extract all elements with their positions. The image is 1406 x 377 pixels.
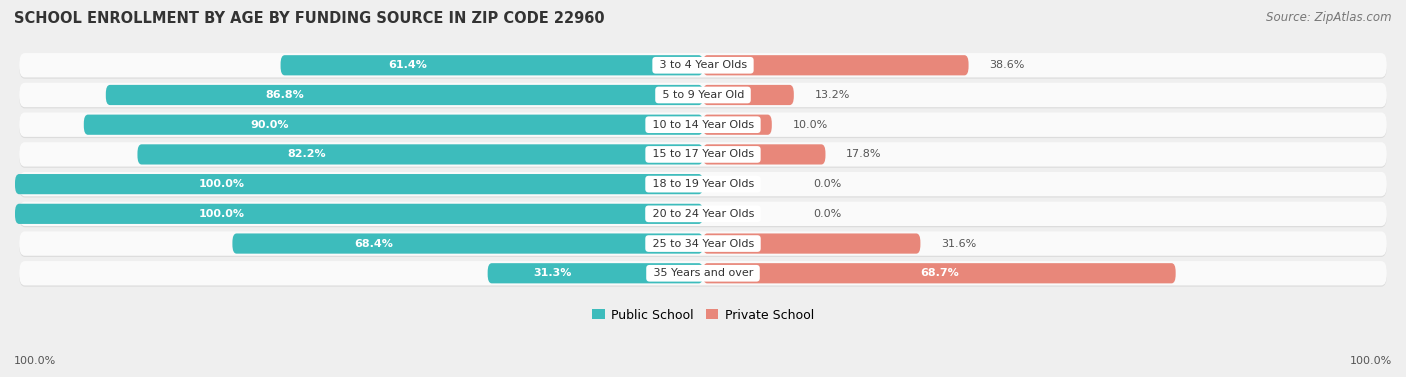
FancyBboxPatch shape: [281, 55, 703, 75]
Text: 100.0%: 100.0%: [14, 356, 56, 366]
FancyBboxPatch shape: [703, 144, 825, 164]
Text: 82.2%: 82.2%: [288, 149, 326, 159]
FancyBboxPatch shape: [20, 231, 1386, 256]
Text: 90.0%: 90.0%: [250, 120, 288, 130]
FancyBboxPatch shape: [20, 143, 1386, 168]
Text: 0.0%: 0.0%: [813, 179, 841, 189]
FancyBboxPatch shape: [15, 174, 703, 194]
FancyBboxPatch shape: [20, 53, 1386, 77]
FancyBboxPatch shape: [20, 202, 1386, 226]
Text: 61.4%: 61.4%: [388, 60, 427, 70]
FancyBboxPatch shape: [20, 84, 1386, 108]
FancyBboxPatch shape: [703, 233, 921, 254]
Legend: Public School, Private School: Public School, Private School: [588, 304, 818, 327]
FancyBboxPatch shape: [138, 144, 703, 164]
Text: Source: ZipAtlas.com: Source: ZipAtlas.com: [1267, 11, 1392, 24]
Text: 100.0%: 100.0%: [198, 179, 245, 189]
Text: 100.0%: 100.0%: [198, 209, 245, 219]
FancyBboxPatch shape: [20, 114, 1386, 138]
Text: 35 Years and over: 35 Years and over: [650, 268, 756, 278]
Text: 25 to 34 Year Olds: 25 to 34 Year Olds: [648, 239, 758, 248]
Text: 0.0%: 0.0%: [813, 209, 841, 219]
FancyBboxPatch shape: [20, 112, 1386, 137]
FancyBboxPatch shape: [20, 173, 1386, 198]
FancyBboxPatch shape: [84, 115, 703, 135]
FancyBboxPatch shape: [703, 115, 772, 135]
Text: 10 to 14 Year Olds: 10 to 14 Year Olds: [648, 120, 758, 130]
FancyBboxPatch shape: [20, 261, 1386, 285]
FancyBboxPatch shape: [105, 85, 703, 105]
Text: 5 to 9 Year Old: 5 to 9 Year Old: [658, 90, 748, 100]
Text: 86.8%: 86.8%: [266, 90, 304, 100]
Text: SCHOOL ENROLLMENT BY AGE BY FUNDING SOURCE IN ZIP CODE 22960: SCHOOL ENROLLMENT BY AGE BY FUNDING SOUR…: [14, 11, 605, 26]
FancyBboxPatch shape: [20, 172, 1386, 196]
Text: 13.2%: 13.2%: [814, 90, 849, 100]
FancyBboxPatch shape: [15, 204, 703, 224]
Text: 31.6%: 31.6%: [941, 239, 976, 248]
Text: 31.3%: 31.3%: [533, 268, 571, 278]
FancyBboxPatch shape: [703, 55, 969, 75]
Text: 68.7%: 68.7%: [920, 268, 959, 278]
FancyBboxPatch shape: [703, 263, 1175, 284]
FancyBboxPatch shape: [232, 233, 703, 254]
Text: 20 to 24 Year Olds: 20 to 24 Year Olds: [648, 209, 758, 219]
Text: 15 to 17 Year Olds: 15 to 17 Year Olds: [648, 149, 758, 159]
Text: 3 to 4 Year Olds: 3 to 4 Year Olds: [655, 60, 751, 70]
Text: 17.8%: 17.8%: [846, 149, 882, 159]
Text: 18 to 19 Year Olds: 18 to 19 Year Olds: [648, 179, 758, 189]
FancyBboxPatch shape: [20, 83, 1386, 107]
Text: 38.6%: 38.6%: [990, 60, 1025, 70]
Text: 10.0%: 10.0%: [793, 120, 828, 130]
FancyBboxPatch shape: [20, 233, 1386, 257]
FancyBboxPatch shape: [20, 54, 1386, 79]
Text: 68.4%: 68.4%: [354, 239, 394, 248]
FancyBboxPatch shape: [20, 262, 1386, 287]
FancyBboxPatch shape: [488, 263, 703, 284]
FancyBboxPatch shape: [703, 85, 794, 105]
FancyBboxPatch shape: [20, 203, 1386, 227]
FancyBboxPatch shape: [20, 142, 1386, 167]
Text: 100.0%: 100.0%: [1350, 356, 1392, 366]
